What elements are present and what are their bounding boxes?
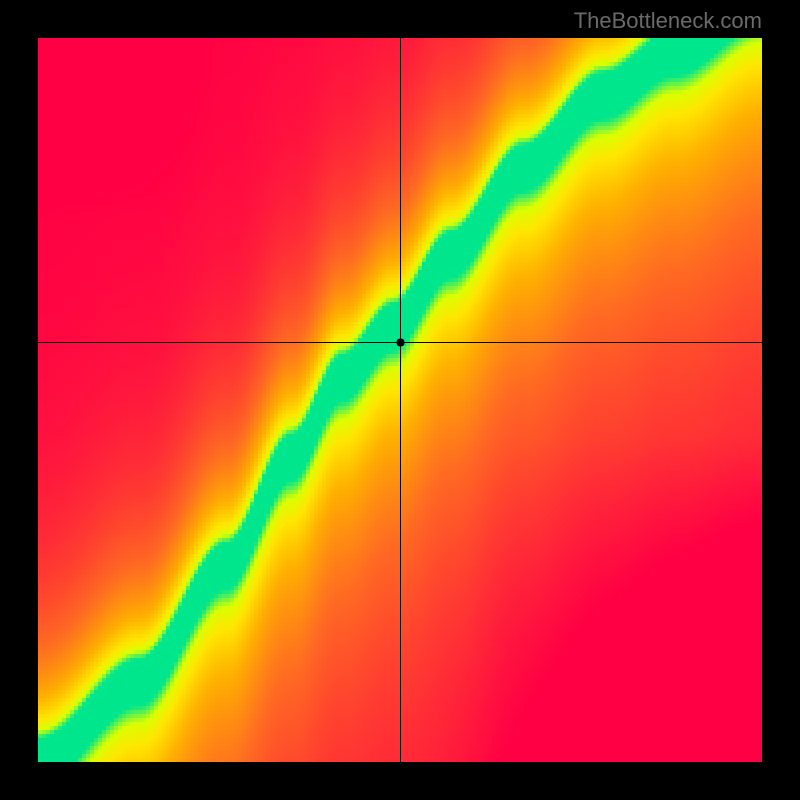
plot-area (38, 38, 762, 762)
heatmap-canvas (38, 38, 762, 762)
chart-container: TheBottleneck.com (0, 0, 800, 800)
watermark-text: TheBottleneck.com (574, 8, 762, 34)
